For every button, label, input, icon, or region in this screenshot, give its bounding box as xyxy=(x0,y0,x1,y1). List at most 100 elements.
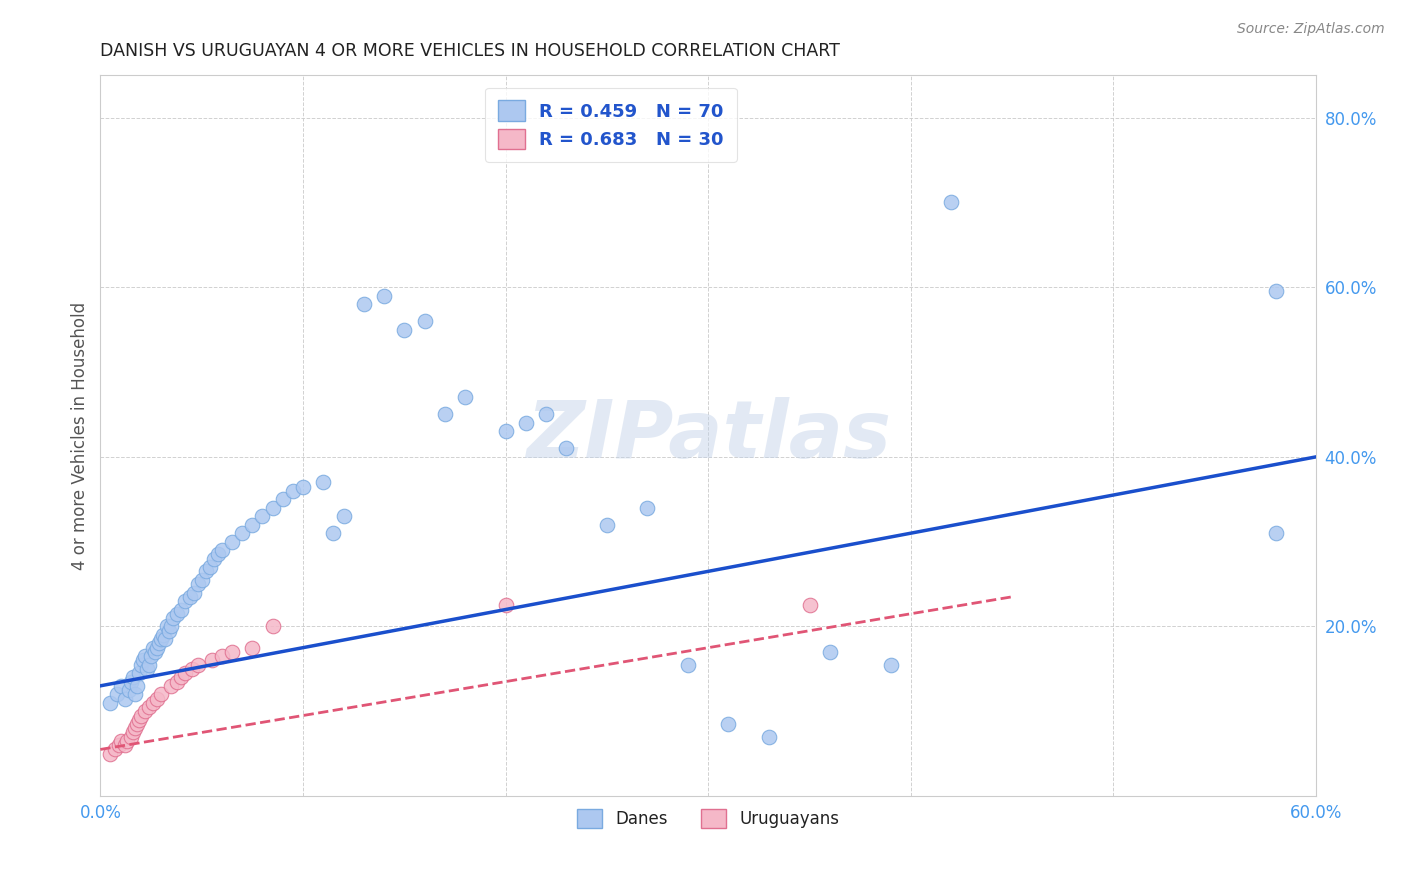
Point xyxy=(373,289,395,303)
Point xyxy=(252,509,274,524)
Point xyxy=(240,517,263,532)
Point xyxy=(190,573,212,587)
Point xyxy=(107,738,129,752)
Point xyxy=(160,619,183,633)
Point xyxy=(394,323,416,337)
Point xyxy=(207,548,229,562)
Point xyxy=(676,657,699,672)
Point xyxy=(150,687,173,701)
Point xyxy=(174,666,197,681)
Point xyxy=(134,649,156,664)
Point xyxy=(138,700,160,714)
Point xyxy=(413,314,436,328)
Point xyxy=(124,721,146,735)
Point xyxy=(120,730,142,744)
Point xyxy=(110,679,132,693)
Point xyxy=(114,691,136,706)
Point xyxy=(139,649,162,664)
Point xyxy=(717,717,740,731)
Point xyxy=(515,416,537,430)
Point xyxy=(262,619,284,633)
Point xyxy=(142,696,165,710)
Point xyxy=(170,602,193,616)
Point xyxy=(146,640,169,655)
Point xyxy=(125,717,148,731)
Point xyxy=(121,725,143,739)
Point xyxy=(433,408,456,422)
Point xyxy=(166,674,188,689)
Point xyxy=(150,632,173,647)
Point xyxy=(240,640,263,655)
Point xyxy=(221,645,243,659)
Point xyxy=(201,653,224,667)
Point xyxy=(636,500,658,515)
Point xyxy=(596,517,619,532)
Point xyxy=(187,577,209,591)
Point xyxy=(166,607,188,621)
Y-axis label: 4 or more Vehicles in Household: 4 or more Vehicles in Household xyxy=(72,301,89,570)
Point xyxy=(818,645,841,659)
Point xyxy=(174,594,197,608)
Point xyxy=(454,391,477,405)
Point xyxy=(231,526,253,541)
Point xyxy=(160,679,183,693)
Point xyxy=(129,657,152,672)
Point xyxy=(179,590,201,604)
Point xyxy=(941,195,963,210)
Point xyxy=(100,747,122,761)
Point xyxy=(170,670,193,684)
Point xyxy=(322,526,344,541)
Point xyxy=(495,425,517,439)
Point xyxy=(156,619,179,633)
Point xyxy=(221,534,243,549)
Point xyxy=(121,670,143,684)
Point xyxy=(129,708,152,723)
Point xyxy=(211,543,233,558)
Text: Source: ZipAtlas.com: Source: ZipAtlas.com xyxy=(1237,22,1385,37)
Point xyxy=(128,666,150,681)
Point xyxy=(110,734,132,748)
Point xyxy=(128,713,150,727)
Point xyxy=(132,653,155,667)
Point xyxy=(332,509,354,524)
Point xyxy=(153,632,176,647)
Point xyxy=(879,657,901,672)
Text: DANISH VS URUGUAYAN 4 OR MORE VEHICLES IN HOUSEHOLD CORRELATION CHART: DANISH VS URUGUAYAN 4 OR MORE VEHICLES I… xyxy=(100,42,841,60)
Point xyxy=(162,611,184,625)
Point xyxy=(134,704,156,718)
Point xyxy=(495,599,517,613)
Point xyxy=(534,408,557,422)
Point xyxy=(1264,285,1286,299)
Point xyxy=(183,585,205,599)
Point xyxy=(187,657,209,672)
Point xyxy=(105,687,128,701)
Text: ZIPatlas: ZIPatlas xyxy=(526,397,891,475)
Point xyxy=(120,674,142,689)
Point xyxy=(103,742,125,756)
Point xyxy=(281,483,304,498)
Point xyxy=(1264,526,1286,541)
Point xyxy=(198,560,221,574)
Point xyxy=(124,687,146,701)
Point xyxy=(799,599,821,613)
Point xyxy=(143,645,166,659)
Point xyxy=(180,662,202,676)
Point xyxy=(271,492,294,507)
Point xyxy=(115,734,138,748)
Point xyxy=(138,657,160,672)
Point xyxy=(291,479,314,493)
Point xyxy=(353,297,375,311)
Point xyxy=(148,636,170,650)
Point xyxy=(262,500,284,515)
Legend: Danes, Uruguayans: Danes, Uruguayans xyxy=(571,802,846,835)
Point xyxy=(194,565,217,579)
Point xyxy=(758,730,780,744)
Point xyxy=(142,640,165,655)
Point xyxy=(211,649,233,664)
Point xyxy=(114,738,136,752)
Point xyxy=(136,662,159,676)
Point xyxy=(146,691,169,706)
Point xyxy=(202,551,225,566)
Point xyxy=(100,696,122,710)
Point xyxy=(118,683,141,698)
